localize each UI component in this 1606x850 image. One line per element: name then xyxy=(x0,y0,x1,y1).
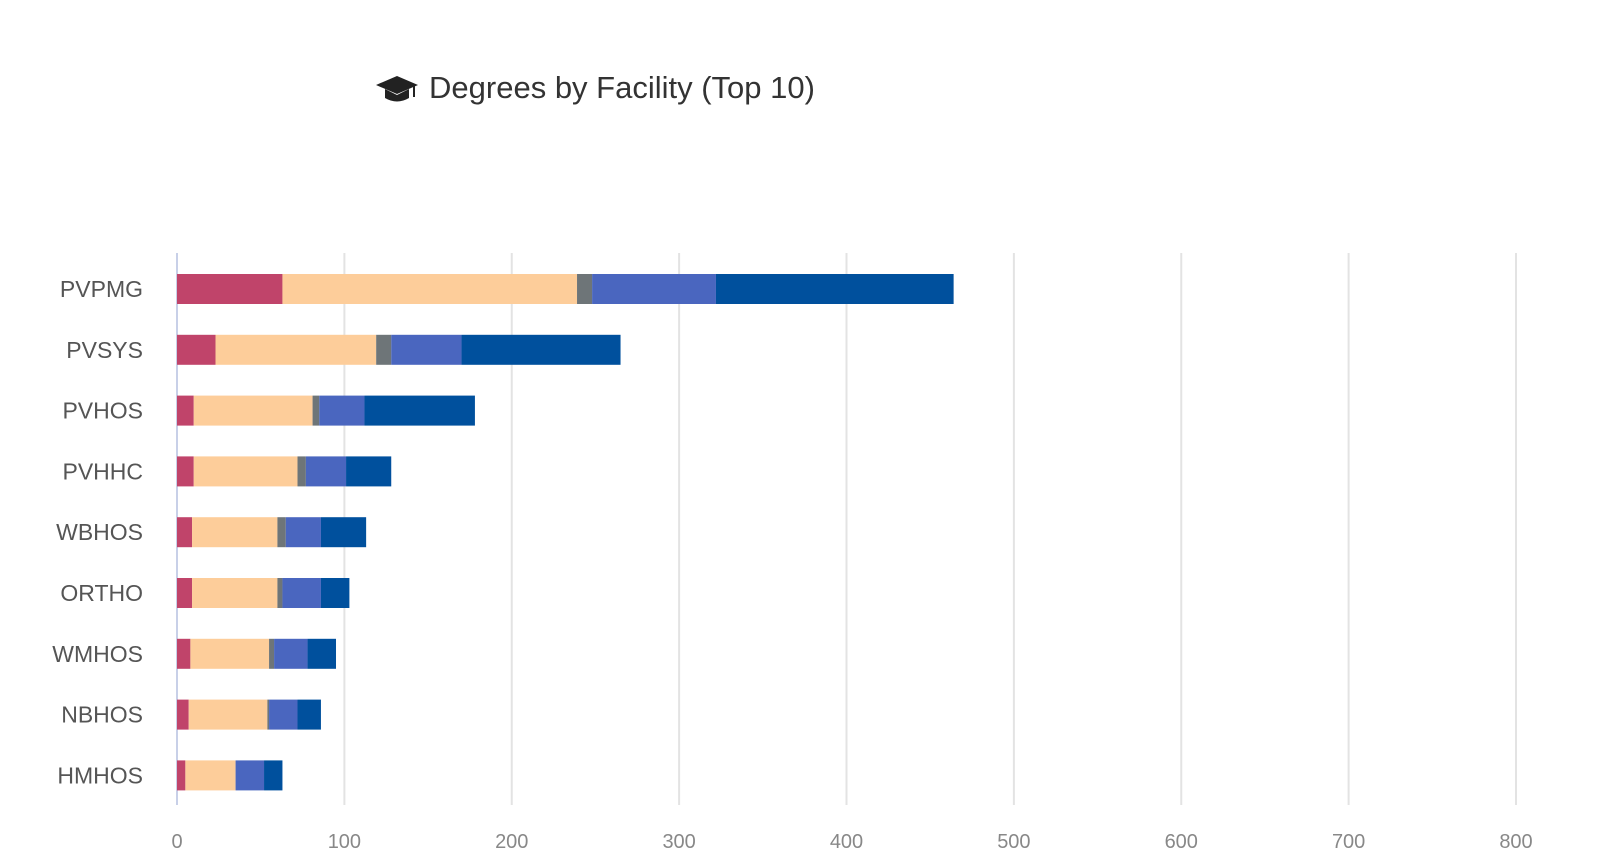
bar-segment-s3 xyxy=(277,578,283,608)
x-tick-label: 400 xyxy=(830,831,863,850)
y-tick-label: PVHOS xyxy=(62,398,143,424)
bar-segment-s3 xyxy=(277,517,286,548)
y-tick-label: HMHOS xyxy=(57,762,143,788)
bar-segment-s5 xyxy=(320,578,350,608)
bar-segment-s3 xyxy=(269,638,275,669)
x-tick-label: 0 xyxy=(171,831,182,850)
bar-segment-s5 xyxy=(264,760,283,791)
bar-segment-s5 xyxy=(461,334,621,365)
bar-segment-s2 xyxy=(190,638,270,669)
y-tick-label: ORTHO xyxy=(60,580,143,606)
y-tick-label: WBHOS xyxy=(56,519,143,545)
y-tick-label: PVSYS xyxy=(66,337,143,363)
bar-segment-s5 xyxy=(297,699,321,730)
x-tick-label: 600 xyxy=(1165,831,1198,850)
bar-segment-s2 xyxy=(192,578,278,608)
bar-segment-s1 xyxy=(177,517,193,548)
y-tick-label: WMHOS xyxy=(52,641,143,667)
bar-segment-s3 xyxy=(267,699,270,730)
bar-segment-s1 xyxy=(177,395,194,426)
x-tick-label: 700 xyxy=(1332,831,1365,850)
bar-segment-s5 xyxy=(320,517,367,548)
bar-segment-s2 xyxy=(188,699,268,730)
x-tick-label: 200 xyxy=(495,831,528,850)
bar-segment-s3 xyxy=(577,274,593,304)
bar-segment-s2 xyxy=(193,456,298,487)
bar-segment-s4 xyxy=(235,760,265,791)
bar-segment-s3 xyxy=(376,334,392,365)
bar-segment-s4 xyxy=(282,578,321,608)
bar-segment-s4 xyxy=(592,274,716,304)
bar-segment-s1 xyxy=(177,760,186,791)
bar-segment-s2 xyxy=(185,760,236,791)
bar-segment-s1 xyxy=(177,578,193,608)
bar-segment-s3 xyxy=(297,456,306,487)
bar-segment-s2 xyxy=(193,395,313,426)
y-tick-label: NBHOS xyxy=(61,702,143,728)
x-tick-label: 800 xyxy=(1499,831,1532,850)
bar-segment-s4 xyxy=(305,456,347,487)
bar-segment-s5 xyxy=(715,274,954,304)
bar-segment-s4 xyxy=(274,638,308,669)
bar-segment-s3 xyxy=(312,395,320,426)
bar-segment-s1 xyxy=(177,334,216,365)
chart-title: Degrees by Facility (Top 10) xyxy=(0,70,1190,106)
bar-segment-s2 xyxy=(282,274,578,304)
bar-segment-s2 xyxy=(192,517,278,548)
chart-title-text: Degrees by Facility (Top 10) xyxy=(429,70,815,105)
x-tick-label: 300 xyxy=(662,831,695,850)
bar-segment-s2 xyxy=(215,334,377,365)
bar-segment-s1 xyxy=(177,638,191,669)
graduation-cap-icon xyxy=(376,76,419,102)
bar-segment-s4 xyxy=(285,517,321,548)
y-tick-label: PVHHC xyxy=(62,458,143,484)
bar-segment-s4 xyxy=(269,699,298,730)
x-tick-label: 100 xyxy=(328,831,361,850)
x-tick-label: 500 xyxy=(997,831,1030,850)
bar-segment-s4 xyxy=(391,334,462,365)
bar-segment-s1 xyxy=(177,274,283,304)
bar-segment-s1 xyxy=(177,699,189,730)
y-tick-label: PVPMG xyxy=(60,276,143,302)
bar-segment-s4 xyxy=(319,395,365,426)
bar-segment-s1 xyxy=(177,456,194,487)
bar-segment-s5 xyxy=(346,456,392,487)
bar-segment-s5 xyxy=(364,395,475,426)
bar-segment-s5 xyxy=(307,638,337,669)
